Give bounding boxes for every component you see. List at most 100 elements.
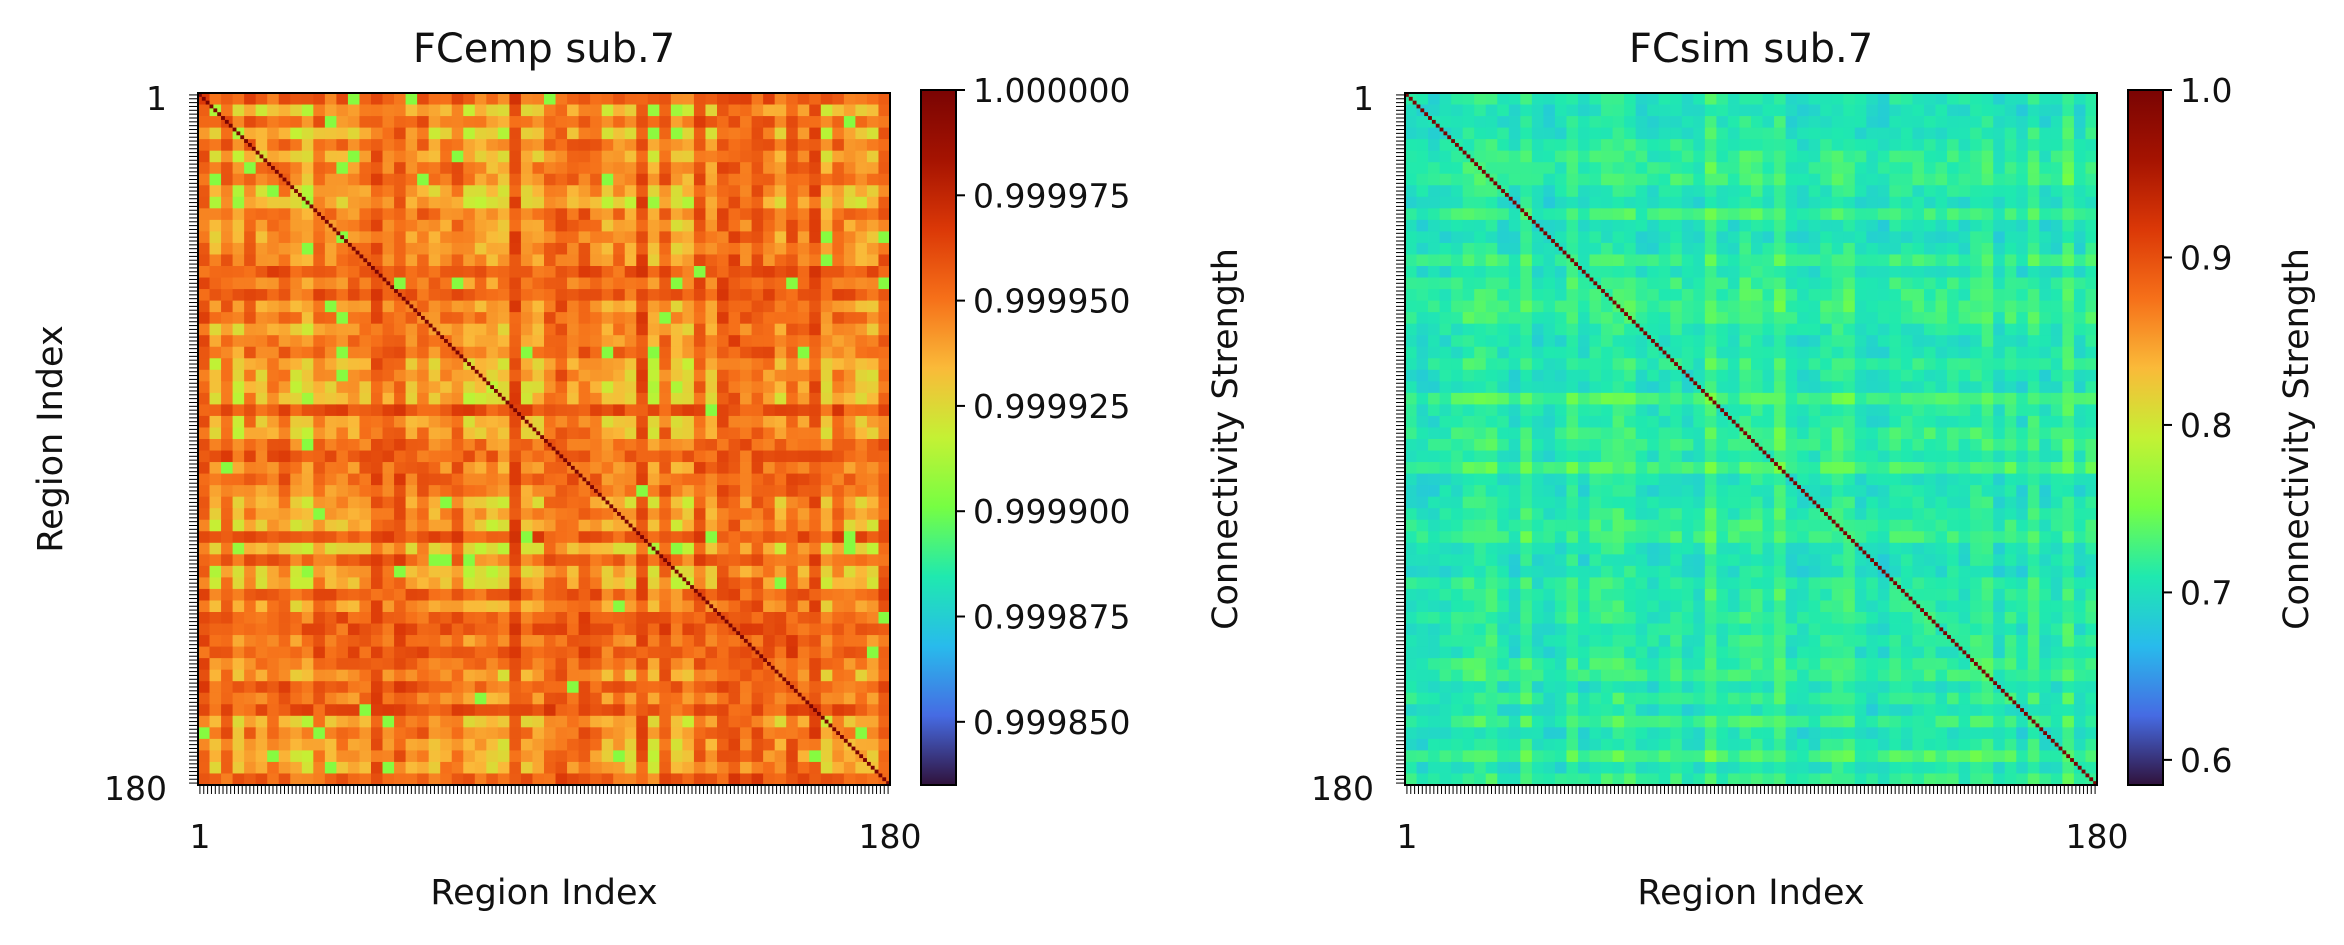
- heatmap-cell: [1854, 116, 1867, 128]
- heatmap-cell: [440, 231, 453, 244]
- heatmap-diagonal-cell: [720, 615, 725, 620]
- heatmap-cell: [659, 415, 672, 428]
- heatmap-cell: [740, 300, 752, 313]
- heatmap-cell: [382, 600, 395, 613]
- heatmap-cell: [509, 266, 522, 278]
- heatmap-cell: [878, 704, 891, 717]
- heatmap-cell: [301, 588, 314, 601]
- heatmap-cell: [590, 196, 603, 209]
- heatmap-cell: [440, 542, 453, 555]
- heatmap-cell: [601, 704, 614, 717]
- heatmap-cell: [1589, 139, 1602, 152]
- heatmap-cell: [682, 485, 695, 498]
- heatmap-cell: [636, 485, 649, 498]
- heatmap-cell: [198, 369, 210, 382]
- heatmap-cell: [659, 588, 672, 601]
- heatmap-cell: [843, 323, 856, 336]
- heatmap-cell: [463, 658, 476, 671]
- heatmap-cell: [832, 150, 845, 163]
- heatmap-cell: [693, 761, 706, 774]
- heatmap-cell: [324, 577, 337, 590]
- heatmap-cell: [740, 462, 752, 474]
- heatmap-cell: [440, 139, 453, 152]
- heatmap-cell: [878, 266, 891, 278]
- heatmap-cell: [428, 750, 441, 763]
- heatmap-cell: [855, 162, 868, 175]
- heatmap-cell: [624, 473, 637, 486]
- heatmap-cell: [267, 473, 280, 486]
- heatmap-cell: [417, 635, 430, 647]
- heatmap-cell: [255, 93, 268, 105]
- heatmap-cell: [371, 750, 383, 763]
- heatmap-cell: [855, 588, 868, 601]
- heatmap-cell: [1820, 185, 1833, 198]
- heatmap-cell: [555, 104, 568, 117]
- heatmap-cell: [313, 750, 326, 763]
- heatmap-cell: [209, 219, 222, 232]
- heatmap-diagonal-cell: [205, 100, 210, 105]
- heatmap-cell: [232, 635, 245, 647]
- heatmap-cell: [1854, 162, 1867, 175]
- heatmap-cell: [1970, 162, 1983, 175]
- heatmap-cell: [659, 289, 672, 301]
- heatmap-cell: [347, 750, 360, 763]
- heatmap-cell: [394, 738, 406, 751]
- heatmap-cell: [1739, 208, 1752, 221]
- heatmap-cell: [336, 242, 349, 255]
- heatmap-cell: [1739, 231, 1752, 244]
- heatmap-cell: [786, 761, 799, 774]
- heatmap-cell: [1704, 208, 1717, 221]
- heatmap-cell: [2050, 150, 2063, 163]
- heatmap-cell: [786, 254, 799, 267]
- heatmap-cell: [405, 542, 418, 555]
- heatmap-cell: [267, 600, 280, 613]
- heatmap-cell: [647, 496, 660, 509]
- heatmap-cell: [520, 404, 533, 417]
- heatmap-cell: [820, 277, 833, 290]
- heatmap-cell: [1924, 127, 1936, 140]
- heatmap-diagonal-cell: [632, 527, 637, 532]
- heatmap-cell: [509, 208, 522, 221]
- heatmap-cell: [497, 289, 510, 301]
- heatmap-cell: [371, 473, 383, 486]
- heatmap-cell: [198, 692, 210, 705]
- heatmap-cell: [428, 150, 441, 163]
- heatmap-cell: [301, 254, 314, 267]
- heatmap-cell: [509, 669, 522, 682]
- heatmap-diagonal-cell: [697, 592, 702, 597]
- heatmap-cell: [474, 300, 487, 313]
- heatmap-cell: [428, 254, 441, 267]
- heatmap-cell: [624, 646, 637, 659]
- heatmap-cell: [1474, 150, 1487, 163]
- heatmap-cell: [336, 369, 349, 382]
- heatmap-cell: [1704, 231, 1717, 244]
- heatmap-cell: [255, 173, 268, 186]
- heatmap-cell: [717, 485, 729, 498]
- heatmap-cell: [682, 658, 695, 671]
- heatmap-cell: [670, 496, 683, 509]
- heatmap-cell: [1531, 116, 1544, 128]
- heatmap-cell: [301, 612, 314, 624]
- heatmap-cell: [463, 139, 476, 152]
- heatmap-cell: [1416, 150, 1429, 163]
- heatmap-cell: [1912, 219, 1925, 232]
- heatmap-cell: [832, 173, 845, 186]
- heatmap-cell: [544, 346, 556, 359]
- heatmap-cell: [832, 231, 845, 244]
- heatmap-cell: [394, 635, 406, 647]
- heatmap-cell: [843, 646, 856, 659]
- heatmap-cell: [1993, 139, 2006, 152]
- heatmap-cell: [221, 369, 233, 382]
- heatmap-cell: [451, 335, 464, 348]
- heatmap-cell: [371, 531, 383, 544]
- heatmap-cell: [1843, 196, 1856, 209]
- heatmap-cell: [1774, 208, 1786, 221]
- heatmap-cell: [855, 392, 868, 405]
- heatmap-cell: [1808, 173, 1821, 186]
- heatmap-cell: [670, 519, 683, 532]
- heatmap-cell: [359, 231, 372, 244]
- heatmap-cell: [255, 646, 268, 659]
- heatmap-cell: [1670, 116, 1683, 128]
- heatmap-cell: [567, 485, 579, 498]
- heatmap-cell: [1474, 219, 1487, 232]
